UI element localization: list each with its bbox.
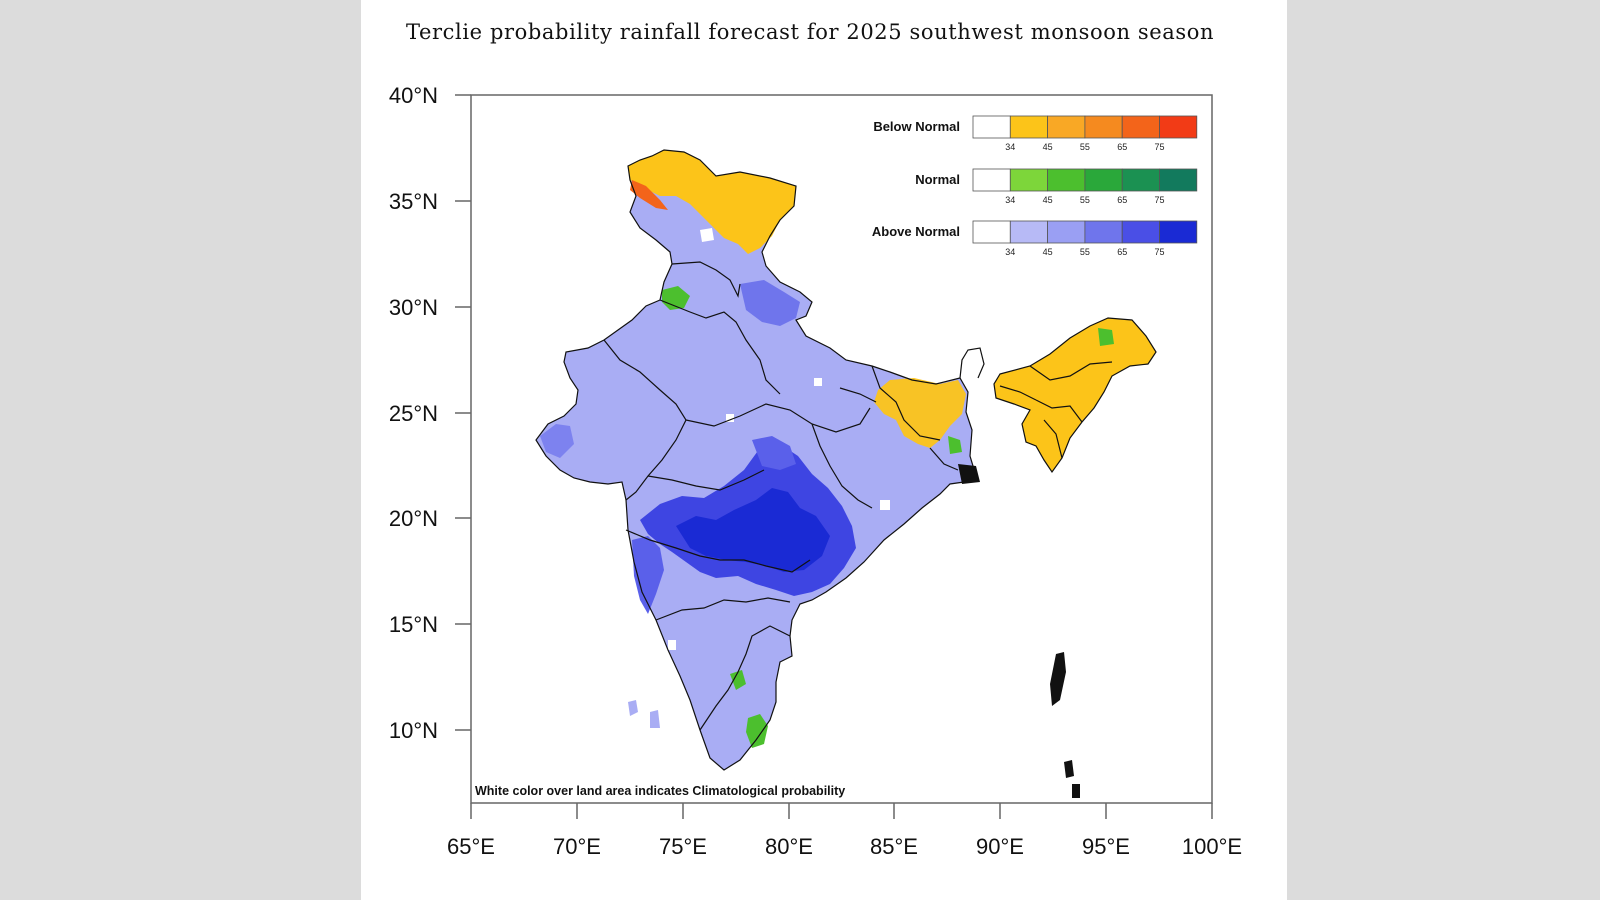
- legend-swatch-2-5: [1159, 220, 1198, 244]
- legend-swatch-1-0: [972, 168, 1011, 192]
- map-title: Terclie probability rainfall forecast fo…: [406, 20, 1215, 44]
- white-patch-3: [668, 640, 676, 650]
- gujarat-blue: [540, 424, 574, 458]
- legend-tick-2-2: 55: [1080, 247, 1090, 257]
- legend-swatch-2-4: [1121, 220, 1160, 244]
- longitude-ticks: [470, 803, 1213, 819]
- legend-swatch-2-0: [972, 220, 1011, 244]
- green-patch-kerala: [746, 714, 768, 748]
- legend-swatch-1-2: [1047, 168, 1086, 192]
- lat-label-10: 10°N: [389, 718, 438, 743]
- ne-boundaries: [993, 317, 1157, 474]
- legend-swatch-0-1: [1009, 115, 1048, 139]
- legend-label-normal: Normal: [915, 172, 960, 187]
- green-patch-east: [948, 436, 962, 454]
- legend-swatch-0-0: [972, 115, 1011, 139]
- legend-swatch-1-3: [1084, 168, 1123, 192]
- lon-label-95: 95°E: [1082, 834, 1130, 859]
- legend-tick-0-1: 45: [1043, 142, 1053, 152]
- west-coast-blue: [632, 536, 664, 614]
- legend-tick-2-4: 75: [1154, 247, 1164, 257]
- legend-label-above-normal: Above Normal: [872, 224, 960, 239]
- legend-tick-0-3: 65: [1117, 142, 1127, 152]
- lon-label-85: 85°E: [870, 834, 918, 859]
- lon-label-75: 75°E: [659, 834, 707, 859]
- lat-label-15: 15°N: [389, 612, 438, 637]
- lon-label-70: 70°E: [553, 834, 601, 859]
- green-patch-ne: [1098, 328, 1114, 346]
- legend-swatch-1-1: [1009, 168, 1048, 192]
- lat-label-30: 30°N: [389, 295, 438, 320]
- lon-label-80: 80°E: [765, 834, 813, 859]
- white-patch-2: [686, 720, 698, 734]
- east-india-below-normal: [874, 378, 966, 448]
- lakshadweep-islands: [628, 700, 660, 728]
- white-patch-5: [814, 378, 822, 386]
- legend-label-below-normal: Below Normal: [873, 119, 960, 134]
- lon-label-65: 65°E: [447, 834, 495, 859]
- legend-tick-1-1: 45: [1043, 195, 1053, 205]
- legend-tick-1-2: 55: [1080, 195, 1090, 205]
- legend-tick-2-1: 45: [1043, 247, 1053, 257]
- jammu-kashmir-ladakh: [628, 150, 796, 254]
- legend-tick-2-3: 65: [1117, 247, 1127, 257]
- lat-label-20: 20°N: [389, 506, 438, 531]
- central-india-darkest: [676, 488, 830, 572]
- legend-swatch-1-4: [1121, 168, 1160, 192]
- legend-swatch-2-2: [1047, 220, 1086, 244]
- latitude-ticks: [455, 94, 471, 731]
- legend-swatch-2-1: [1009, 220, 1048, 244]
- northeast-india: [994, 318, 1156, 472]
- mp-blue-patch: [752, 436, 796, 470]
- upper-india-blue: [740, 280, 800, 326]
- legend-tick-0-2: 55: [1080, 142, 1090, 152]
- state-boundaries: [535, 149, 985, 771]
- climatology-note: White color over land area indicates Cli…: [475, 784, 845, 798]
- lon-label-100: 100°E: [1182, 834, 1242, 859]
- white-patch-1: [700, 228, 714, 242]
- lat-label-25: 25°N: [389, 401, 438, 426]
- lat-label-40: 40°N: [389, 83, 438, 108]
- legend: Below Normal Normal Above Normal 34 45 55 6…: [872, 115, 1198, 257]
- green-patch-tn: [730, 670, 746, 690]
- legend-tick-1-3: 65: [1117, 195, 1127, 205]
- legend-swatch-0-2: [1047, 115, 1086, 139]
- legend-swatch-0-5: [1159, 115, 1198, 139]
- lon-label-90: 90°E: [976, 834, 1024, 859]
- legend-swatch-1-5: [1159, 168, 1198, 192]
- plot-frame: [470, 94, 1213, 804]
- white-patch-6: [880, 500, 890, 510]
- andaman-islands: [1050, 652, 1080, 798]
- legend-tick-2-0: 34: [1005, 247, 1015, 257]
- legend-swatch-0-4: [1121, 115, 1160, 139]
- red-patch-north: [630, 180, 668, 210]
- legend-swatch-0-3: [1084, 115, 1123, 139]
- legend-tick-1-4: 75: [1154, 195, 1164, 205]
- lat-label-35: 35°N: [389, 189, 438, 214]
- legend-tick-1-0: 34: [1005, 195, 1015, 205]
- legend-tick-0-4: 75: [1154, 142, 1164, 152]
- legend-tick-0-0: 34: [1005, 142, 1015, 152]
- legend-swatch-2-3: [1084, 220, 1123, 244]
